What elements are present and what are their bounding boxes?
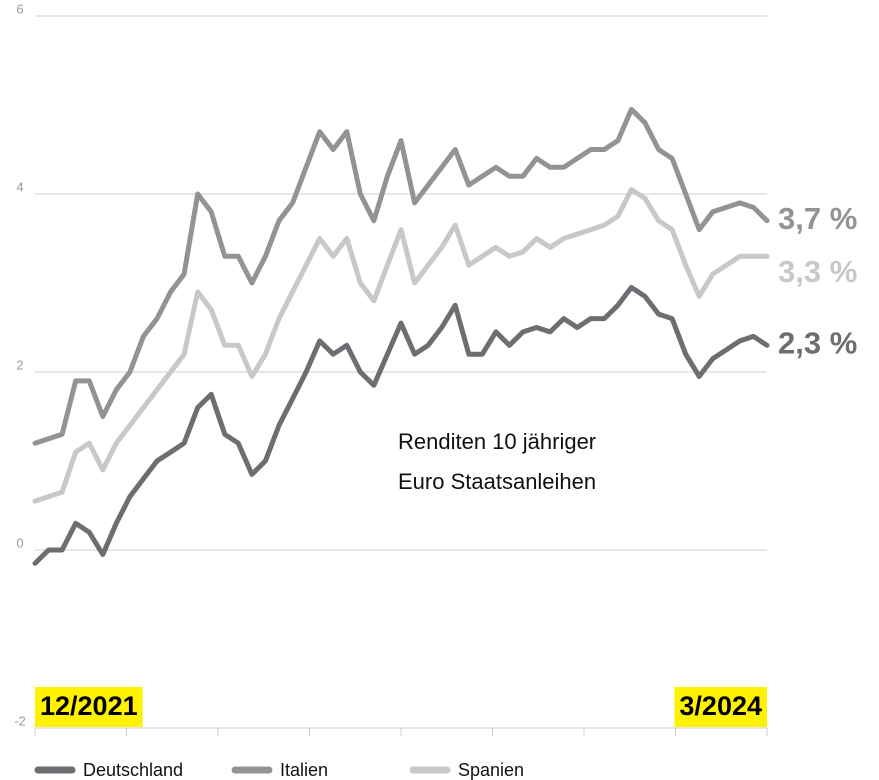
x-tick-label: 3/2024 [679, 691, 762, 721]
annotation: Renditen 10 jähriger [398, 429, 596, 454]
legend-label: Spanien [458, 760, 524, 780]
y-tick-label: 0 [16, 535, 23, 550]
y-tick-label: 4 [16, 179, 23, 194]
grid [35, 15, 767, 551]
x-label-highlight [35, 687, 143, 727]
y-tick-label: 2 [16, 357, 23, 372]
end-label: 2,3 % [778, 325, 857, 360]
x-label-group: 12/2021 [35, 687, 143, 727]
y-tick-label: -2 [14, 713, 26, 728]
y-tick-label: 6 [16, 1, 23, 16]
x-label-highlight [674, 687, 767, 727]
legend-label: Italien [280, 760, 328, 780]
end-label: 3,3 % [778, 254, 857, 289]
x-tick-label: 12/2021 [40, 691, 138, 721]
x-label-group: 3/2024 [674, 687, 767, 727]
annotation: Euro Staatsanleihen [398, 469, 596, 494]
series-line [32, 106, 770, 446]
series-line [32, 187, 770, 504]
series-line [32, 284, 770, 566]
legend-label: Deutschland [83, 760, 183, 780]
end-label: 3,7 % [778, 201, 857, 236]
